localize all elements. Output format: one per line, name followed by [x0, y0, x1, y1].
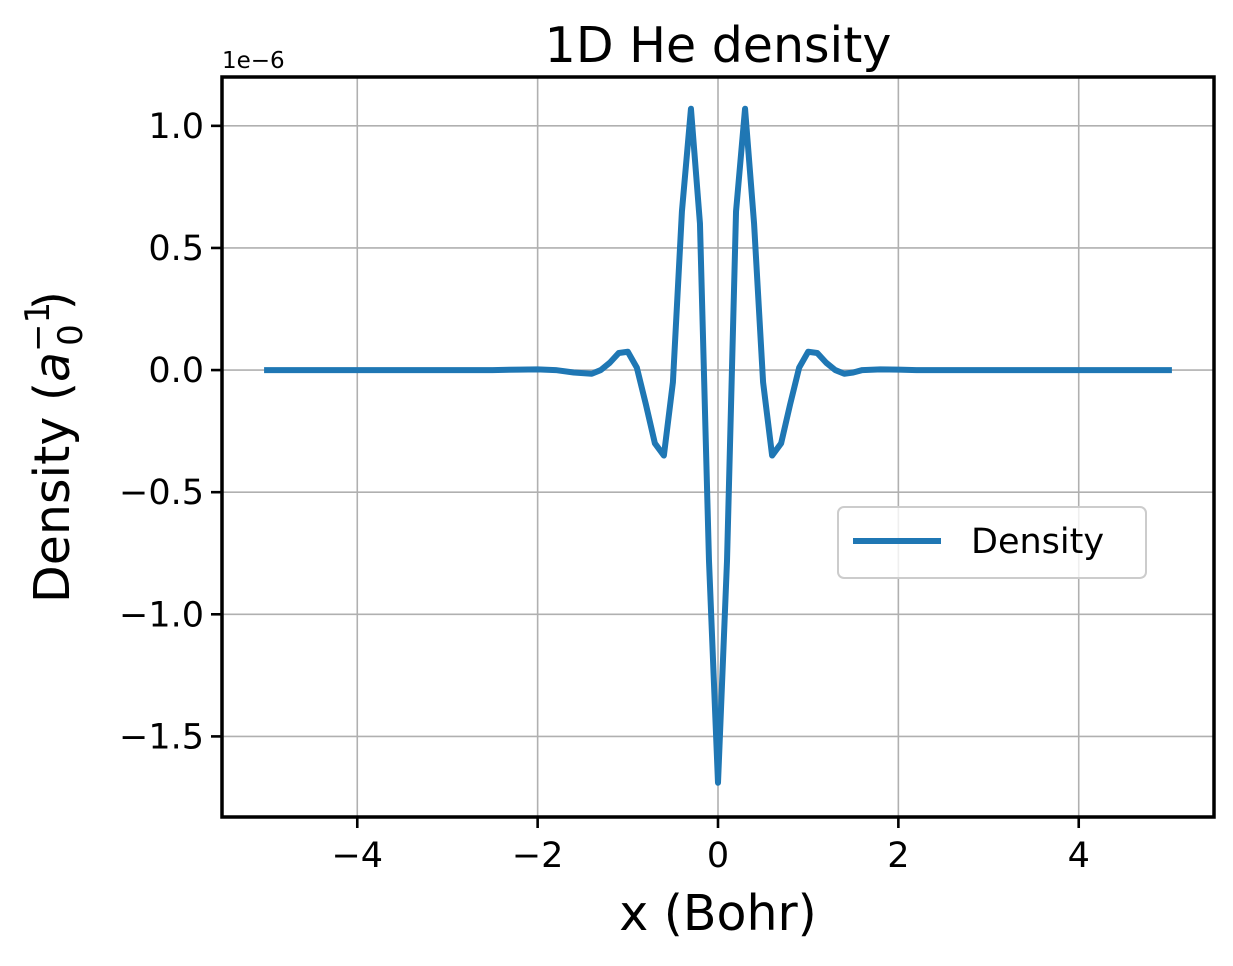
- y-axis-label-suffix: ): [24, 291, 81, 310]
- y-axis-ticks: 1.0 0.5 0.0 −0.5 −1.0 −1.5: [119, 107, 222, 757]
- legend: Density: [837, 506, 1147, 579]
- legend-box: [837, 506, 1147, 579]
- y-axis-label-prefix: Density (: [24, 382, 81, 603]
- legend-label-density: Density: [971, 522, 1104, 562]
- y-axis-label-base: a: [24, 352, 81, 382]
- series-line-density: [264, 105, 1172, 786]
- x-tick-label: −4: [331, 836, 383, 876]
- x-tick-label: 4: [1068, 836, 1090, 876]
- y-tick-label: 1.0: [148, 107, 204, 147]
- x-tick-label: 2: [887, 836, 909, 876]
- y-tick-label: −1.5: [119, 717, 204, 757]
- y-axis-offset-text: 1e−6: [222, 48, 285, 74]
- y-axis-label-superscript: −1: [18, 302, 58, 352]
- y-axis-label-subscript: 0: [51, 324, 91, 346]
- y-tick-label: 0.0: [148, 351, 204, 391]
- series-layer: [264, 105, 1172, 786]
- chart-title: 1D He density: [545, 17, 892, 74]
- x-axis-ticks: −4 −2 0 2 4: [331, 817, 1090, 876]
- x-tick-label: −2: [512, 836, 564, 876]
- x-tick-label: 0: [707, 836, 729, 876]
- y-tick-label: −0.5: [119, 473, 204, 513]
- x-axis-label: x (Bohr): [619, 885, 817, 942]
- y-axis-label: Density (a−10): [18, 291, 91, 603]
- y-tick-label: 0.5: [148, 229, 204, 269]
- y-tick-label: −1.0: [119, 595, 204, 635]
